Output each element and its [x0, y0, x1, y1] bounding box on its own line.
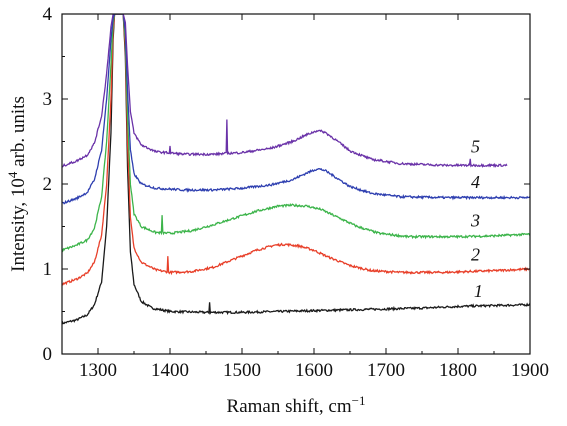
series-line-2	[62, 14, 530, 286]
x-tick-label: 1400	[151, 360, 189, 381]
x-tick-label: 1300	[79, 360, 117, 381]
x-tick-label: 1500	[223, 360, 261, 381]
y-tick-label: 4	[43, 4, 53, 25]
x-tick-label: 1900	[511, 360, 549, 381]
series-layer	[62, 14, 530, 325]
x-tick-label: 1600	[295, 360, 333, 381]
plot-frame	[61, 13, 531, 355]
y-tick-label: 3	[43, 89, 53, 110]
series-label-5: 5	[471, 137, 480, 157]
x-tick-label: 1700	[367, 360, 405, 381]
y-tick-label: 0	[43, 344, 53, 365]
series-line-1	[62, 14, 530, 325]
series-line-3	[62, 14, 530, 253]
y-axis-label: Intensity, 104 arb. units	[5, 96, 29, 272]
series-label-3: 3	[470, 210, 480, 230]
series-label-2: 2	[471, 244, 480, 264]
series-line-4	[62, 14, 530, 205]
series-label-1: 1	[474, 281, 483, 301]
series-labels-layer: 1 2 3 4 5	[470, 137, 483, 302]
x-tick-label: 1800	[439, 360, 477, 381]
series-line-5	[62, 14, 508, 168]
x-axis-label: Raman shift, cm−1	[227, 393, 366, 417]
ticks-layer: 1300 1400 1500 1600 1700 1800 1900 0 1 2 3 4	[43, 4, 550, 381]
y-tick-label: 2	[43, 174, 53, 195]
series-label-4: 4	[471, 172, 480, 192]
y-tick-label: 1	[43, 259, 53, 280]
